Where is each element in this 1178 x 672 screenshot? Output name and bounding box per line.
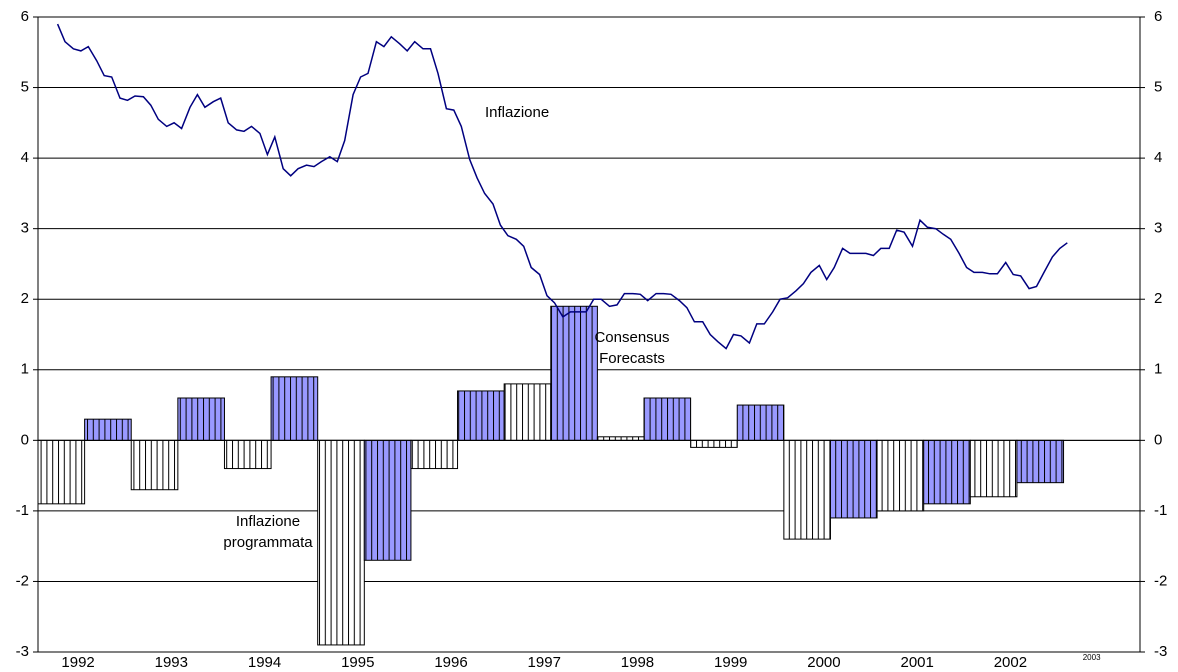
y2-tick-label: 3 <box>1154 220 1162 237</box>
x-tick-label: 1999 <box>714 654 747 671</box>
y-tick-label: 4 <box>21 149 29 166</box>
bar <box>550 305 598 441</box>
annotation: Inflazione <box>236 513 300 530</box>
x-tick-label: 2001 <box>900 654 933 671</box>
y-tick-label: 2 <box>21 290 29 307</box>
y2-tick-label: 5 <box>1154 79 1162 96</box>
bar <box>643 397 692 441</box>
y-tick-label: -3 <box>16 643 29 660</box>
y2-tick-label: -1 <box>1154 502 1167 519</box>
x-tick-label: 1992 <box>61 654 94 671</box>
x-tick-label: 1996 <box>434 654 467 671</box>
y2-tick-label: -2 <box>1154 572 1167 589</box>
bar <box>829 439 878 519</box>
bar <box>736 404 785 441</box>
y2-tick-label: 1 <box>1154 361 1162 378</box>
x-tick-label: 1998 <box>621 654 654 671</box>
x-tick-label: 1997 <box>528 654 561 671</box>
y-tick-label: 1 <box>21 361 29 378</box>
x-tick-label: 2000 <box>807 654 840 671</box>
line <box>56 23 1068 350</box>
x-tick-label: 1994 <box>248 654 281 671</box>
bar <box>317 439 365 646</box>
y-tick-label: 5 <box>21 79 29 96</box>
bar <box>270 376 319 441</box>
y2-tick-label: 0 <box>1154 431 1162 448</box>
bar <box>690 439 738 448</box>
bar <box>1016 439 1065 484</box>
bar <box>410 439 459 470</box>
annotation: Consensus <box>594 329 669 346</box>
bar <box>177 397 225 441</box>
bar <box>37 439 86 505</box>
bar <box>457 390 505 441</box>
bar <box>503 383 552 441</box>
bar <box>783 439 831 540</box>
annotation: programmata <box>223 534 313 551</box>
bar <box>130 439 179 491</box>
y2-tick-label: -3 <box>1154 643 1167 660</box>
y-tick-label: -1 <box>16 502 29 519</box>
bar <box>223 439 272 470</box>
y-tick-label: 6 <box>21 8 29 25</box>
annotation: Forecasts <box>599 350 665 367</box>
y-tick-label: -2 <box>16 572 29 589</box>
bar <box>363 439 412 561</box>
y-tick-label: 3 <box>21 220 29 237</box>
x-tick-label: 2002 <box>994 654 1027 671</box>
x-tick-label: 2003 <box>1083 653 1101 662</box>
y2-tick-label: 4 <box>1154 149 1162 166</box>
y2-tick-label: 6 <box>1154 8 1162 25</box>
x-tick-label: 1993 <box>155 654 188 671</box>
bar <box>876 439 925 512</box>
bar <box>923 439 971 505</box>
y2-tick-label: 2 <box>1154 290 1162 307</box>
y-tick-label: 0 <box>21 431 29 448</box>
bar <box>596 436 645 441</box>
x-tick-label: 1995 <box>341 654 374 671</box>
bar <box>969 439 1018 498</box>
bar <box>84 418 132 441</box>
annotation: Inflazione <box>485 104 549 121</box>
